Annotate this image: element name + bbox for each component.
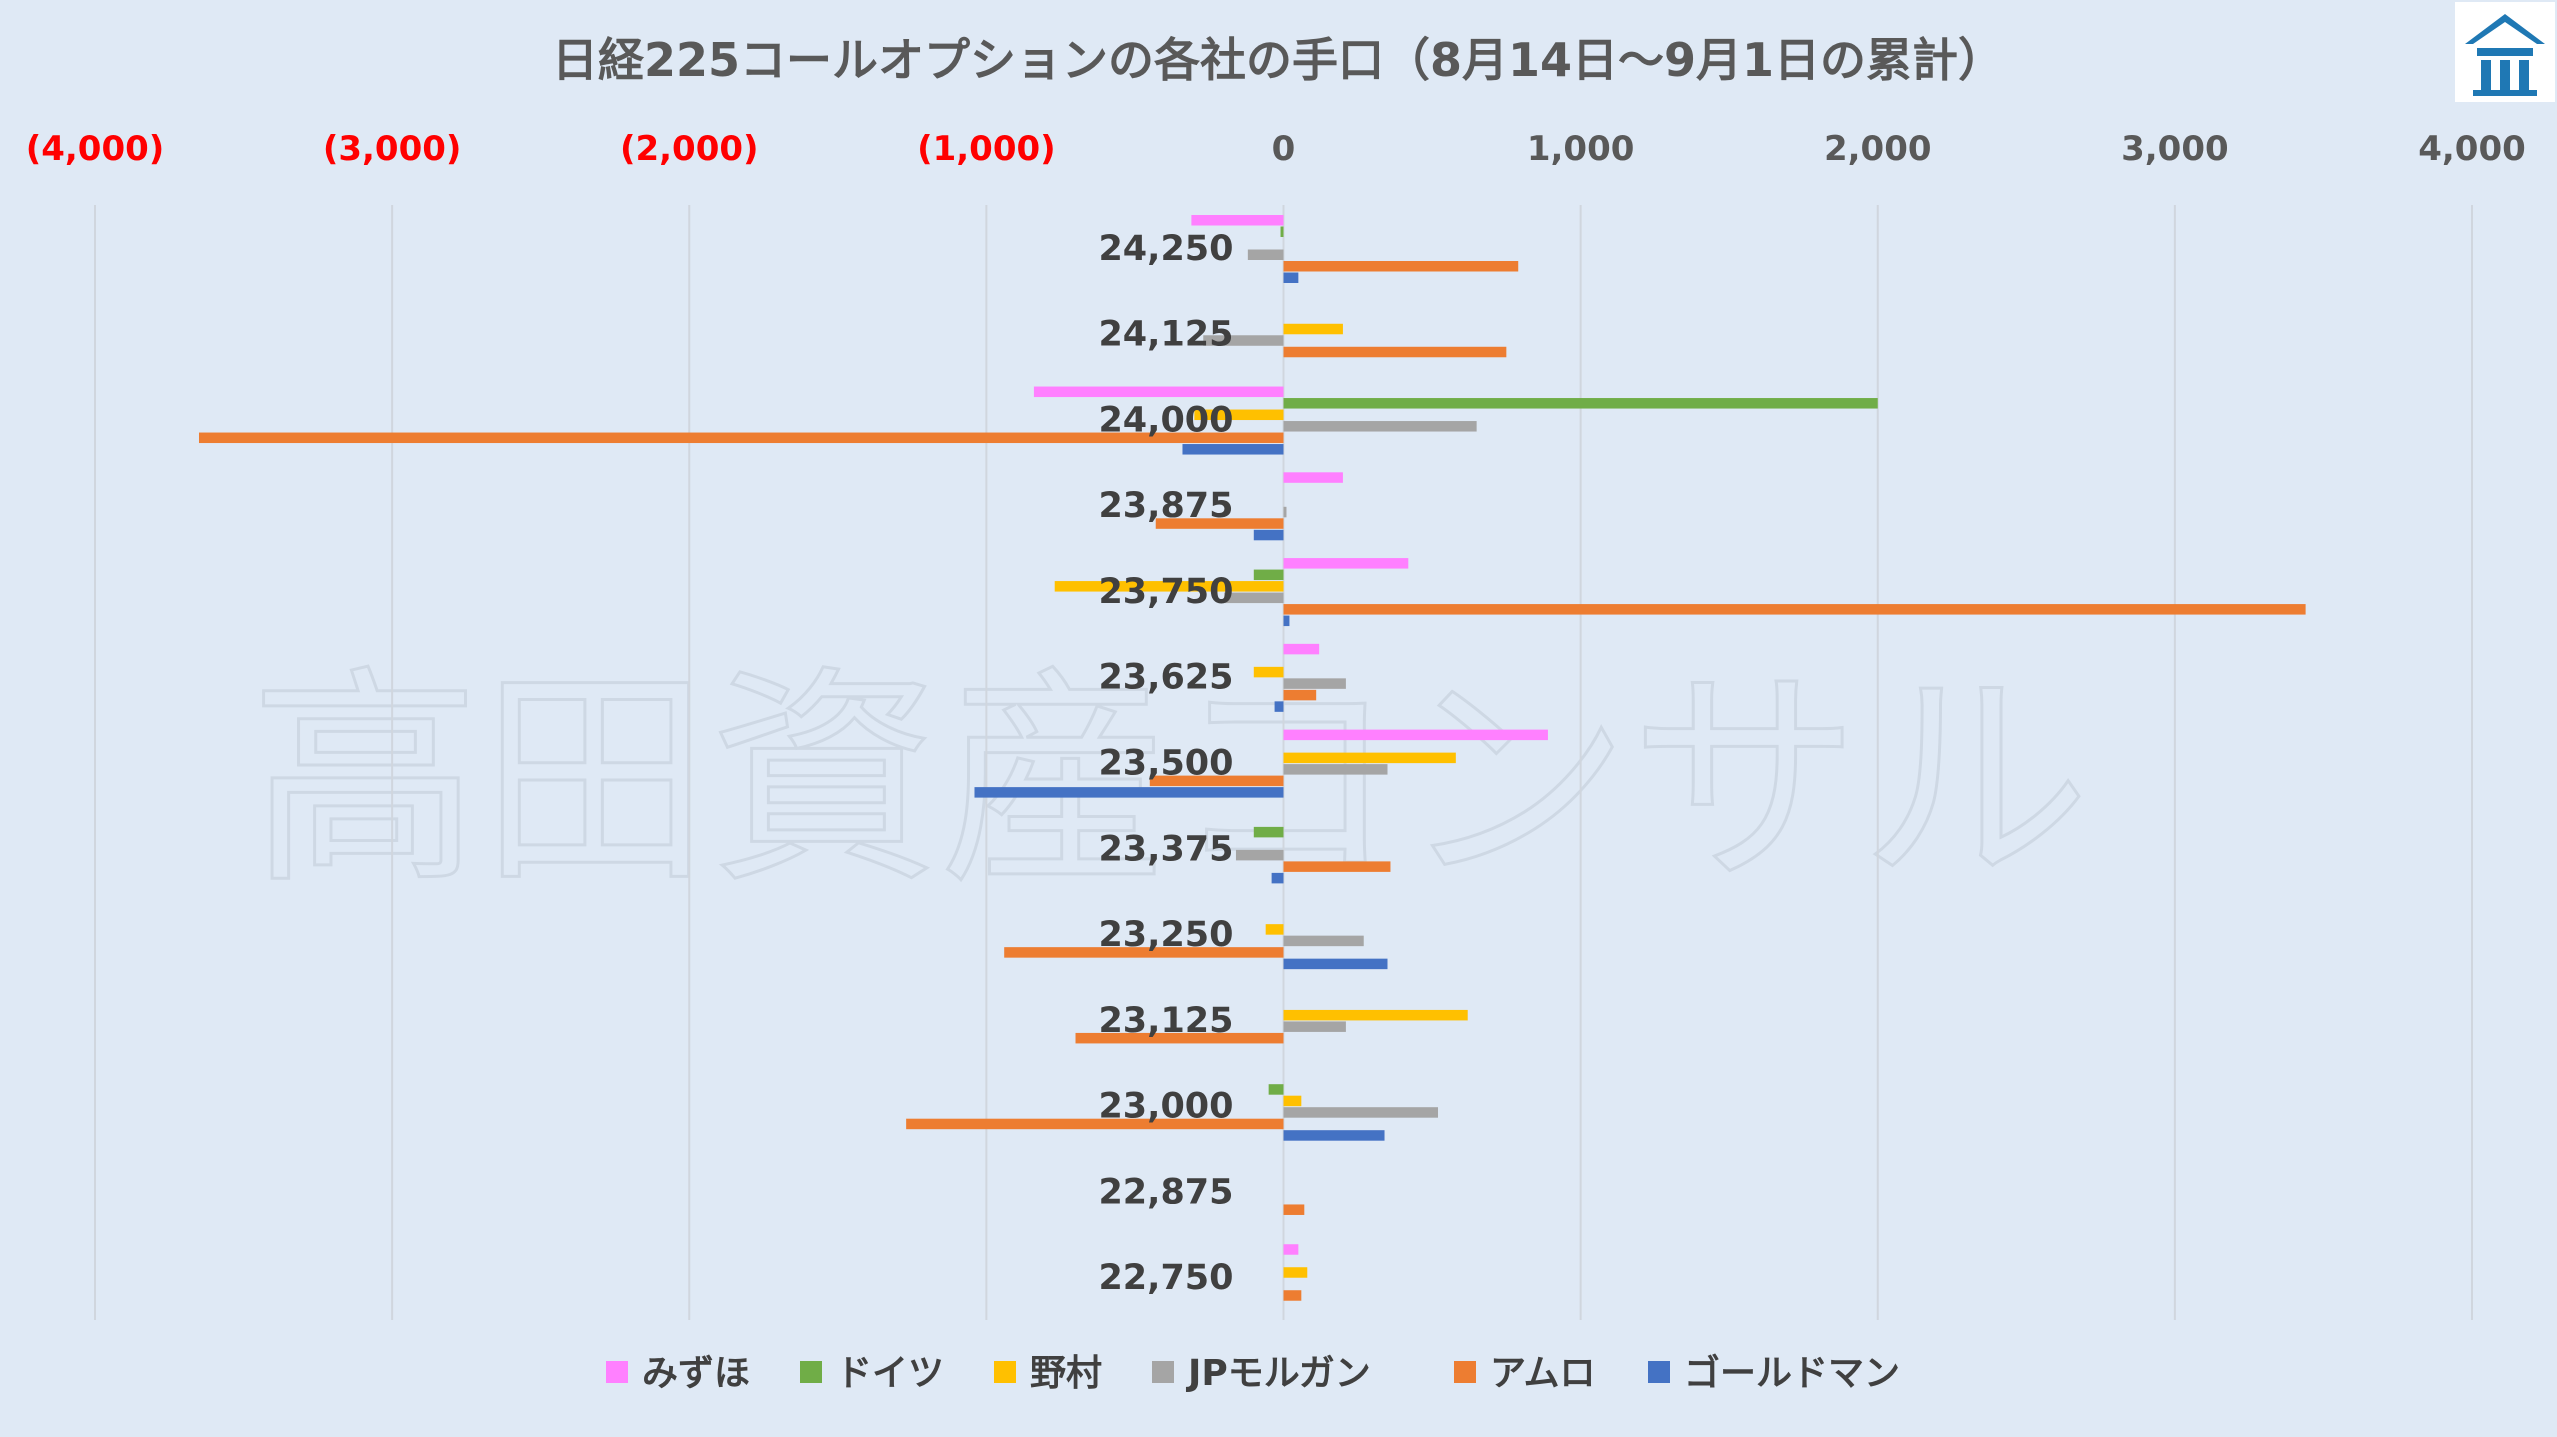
- bar: [1283, 398, 1878, 409]
- bar: [1203, 335, 1284, 346]
- bar: [1268, 1084, 1284, 1095]
- bar: [1004, 947, 1284, 958]
- x-tick-label: 3,000: [2121, 129, 2229, 169]
- bar: [1283, 615, 1290, 627]
- bar: [1283, 958, 1388, 970]
- bar: [1235, 849, 1284, 861]
- bar: [1283, 421, 1477, 432]
- category-labels: 24,250 24,125 24,000 23,875 23,750 23,625 23,5…: [1098, 229, 1233, 1298]
- bar: [1283, 678, 1346, 689]
- bar: [1283, 1107, 1439, 1118]
- legend-label: ドイツ: [836, 1353, 944, 1394]
- category-label: 23,750: [1098, 572, 1233, 612]
- bar: [1224, 592, 1284, 604]
- legend-swatch: [1152, 1361, 1174, 1383]
- bar: [1283, 558, 1409, 569]
- bar: [1283, 1267, 1308, 1278]
- category-label: 22,750: [1098, 1258, 1233, 1298]
- category-label: 24,125: [1098, 315, 1233, 355]
- category-label: 22,875: [1098, 1172, 1233, 1212]
- bar: [1283, 729, 1548, 741]
- x-tick-label: (4,000): [26, 129, 165, 169]
- legend-swatch: [800, 1361, 822, 1383]
- bar: [906, 1118, 1284, 1130]
- legend-swatch: [1454, 1361, 1476, 1383]
- category-label: 24,000: [1098, 400, 1233, 440]
- house-logo-icon: [2455, 2, 2555, 102]
- legend-swatch: [1648, 1361, 1670, 1383]
- bar: [1149, 775, 1284, 787]
- bar: [1274, 701, 1284, 712]
- bar: [1283, 472, 1343, 483]
- bar: [1283, 752, 1456, 764]
- bar: [1283, 764, 1388, 775]
- bar: [1253, 666, 1284, 678]
- bar: [198, 432, 1284, 444]
- category-label: 24,250: [1098, 229, 1233, 269]
- category-label: 23,375: [1098, 829, 1233, 869]
- bar: [1265, 924, 1284, 935]
- legend-label: アムロ: [1490, 1353, 1595, 1394]
- bar: [1283, 272, 1299, 283]
- company-logo: [2455, 2, 2555, 102]
- bar: [1054, 581, 1284, 592]
- bar: [1283, 689, 1317, 701]
- bar: [1283, 1095, 1302, 1107]
- bar: [1155, 518, 1284, 529]
- bar: [1283, 643, 1320, 655]
- bar: [1283, 323, 1343, 335]
- category-label: 23,250: [1098, 915, 1233, 955]
- bar: [974, 787, 1284, 798]
- chart-title: 日経225コールオプションの各社の手口（8月14日～9月1日の累計）: [552, 33, 2004, 87]
- legend-label: JPモルガン: [1185, 1353, 1371, 1394]
- legend-swatch: [994, 1361, 1016, 1383]
- category-label: 23,500: [1098, 744, 1233, 784]
- x-tick-label: (2,000): [620, 129, 759, 169]
- bar: [1194, 409, 1284, 421]
- bar: [1283, 1021, 1346, 1032]
- bar: [1280, 226, 1284, 237]
- x-tick-label: 2,000: [1824, 129, 1932, 169]
- x-tick-label: (3,000): [323, 129, 462, 169]
- bar: [1253, 569, 1284, 581]
- bar: [1283, 1130, 1385, 1141]
- bar: [1283, 506, 1287, 518]
- bar: [1191, 215, 1284, 226]
- legend-label: ゴールドマン: [1684, 1352, 1900, 1394]
- bar: [1271, 872, 1284, 884]
- bar: [1182, 444, 1284, 455]
- category-label: 23,875: [1098, 486, 1233, 526]
- legend-label: 野村: [1030, 1353, 1102, 1394]
- x-tick-label: 4,000: [2418, 129, 2526, 169]
- category-label: 23,000: [1098, 1087, 1233, 1127]
- x-axis-ticks: (4,000) (3,000) (2,000) (1,000) 0 1,000 2,000 3…: [26, 129, 2526, 169]
- bar: [1283, 1244, 1299, 1255]
- legend-label: みずほ: [642, 1353, 750, 1394]
- bar: [1253, 826, 1284, 838]
- x-tick-label: 1,000: [1527, 129, 1635, 169]
- x-tick-label: (1,000): [917, 129, 1056, 169]
- bar: [1283, 1204, 1305, 1215]
- bar: [1283, 604, 2306, 615]
- x-tick-label: 0: [1272, 129, 1296, 169]
- gridlines: [94, 205, 2473, 1320]
- bar: [1075, 1032, 1284, 1044]
- bar: [1283, 1290, 1302, 1301]
- bar: [1033, 386, 1284, 398]
- category-label: 23,125: [1098, 1001, 1233, 1041]
- bar: [1283, 261, 1519, 272]
- bar: [1283, 1009, 1468, 1021]
- bars: [198, 215, 2306, 1301]
- bar: [1283, 346, 1507, 358]
- legend-swatch: [606, 1361, 628, 1383]
- bar: [1253, 529, 1284, 541]
- bar: [1283, 935, 1364, 947]
- legend: みずほ ドイツ 野村 JPモルガン アムロ ゴールドマン: [606, 1352, 1900, 1394]
- bar: [1283, 861, 1391, 872]
- category-label: 23,625: [1098, 658, 1233, 698]
- bar: [1247, 249, 1284, 260]
